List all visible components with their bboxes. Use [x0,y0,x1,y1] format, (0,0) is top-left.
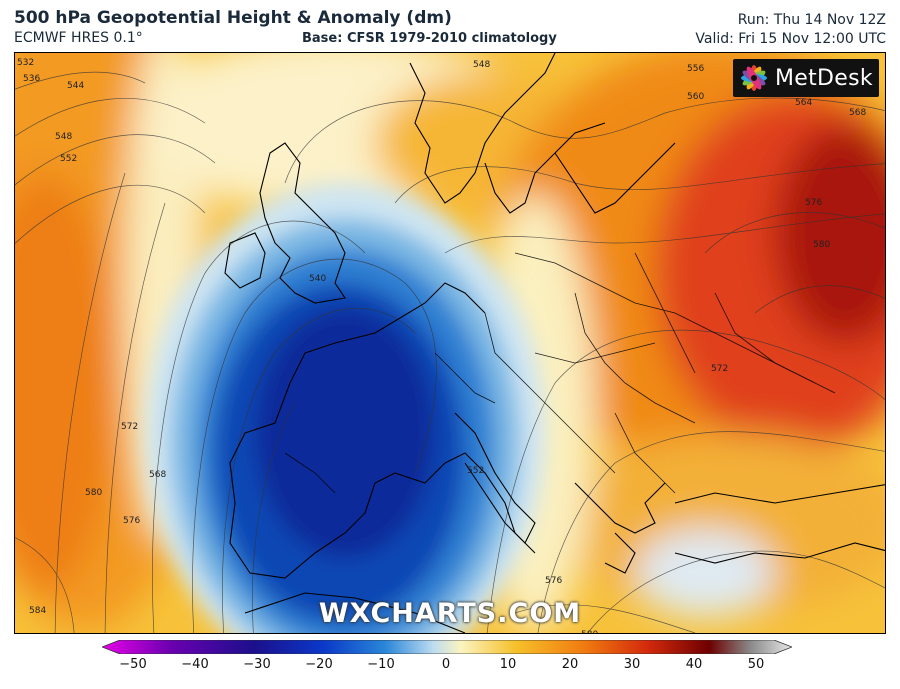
contour-label: 556 [687,64,704,74]
valid-time-label: Valid: Fri 15 Nov 12:00 UTC [695,31,886,47]
contour-label: 548 [55,132,72,142]
contour-label: 584 [29,606,46,616]
colorbar-tick: −30 [243,657,271,672]
colorbar-tick: −50 [119,657,147,672]
contour-label: 568 [149,470,166,480]
contour-label: 576 [545,576,562,586]
metdesk-brand-text: MetDesk [775,65,873,91]
contour-label: 576 [123,516,140,526]
chart-title: 500 hPa Geopotential Height & Anomaly (d… [14,8,452,28]
contour-label: 576 [805,198,822,208]
contour-label: 564 [795,98,812,108]
colorbar-tick: 20 [561,657,579,672]
contour-label: 552 [60,154,77,164]
wxcharts-watermark: WXCHARTS.COM [318,598,582,629]
contour-label: 560 [687,92,704,102]
anomaly-trough-core [255,308,435,558]
country-borders [284,252,836,494]
contour-labels: 532 536 544 548 552 540 548 556 560 564 … [17,58,866,633]
contour-label: 536 [23,74,40,84]
contour-label: 568 [849,108,866,118]
contour-label: 580 [85,488,102,498]
contour-label: 548 [473,60,490,70]
anomaly-map: 532 536 544 548 552 540 548 556 560 564 … [15,53,885,633]
colorbar-tick: −10 [367,657,395,672]
height-contours [15,71,885,633]
colorbar-tick: 50 [747,657,765,672]
model-label: ECMWF HRES 0.1° [14,30,143,46]
colorbar-gradient [102,640,792,654]
base-climatology-label: Base: CFSR 1979-2010 climatology [302,31,557,46]
colorbar-tick: 0 [441,657,451,672]
contour-label: 580 [581,630,598,633]
colorbar-tick: −20 [305,657,333,672]
contour-label: 572 [121,422,138,432]
contour-label: 544 [67,81,84,91]
contour-label: 540 [309,274,326,284]
colorbar [102,640,792,654]
coastlines [224,53,885,633]
metdesk-logo-icon [741,65,767,91]
colorbar-ticks: −50 −40 −30 −20 −10 0 10 20 30 40 50 [0,657,900,677]
contour-label: 532 [17,58,34,68]
colorbar-tick: 30 [623,657,641,672]
map-panel: 532 536 544 548 552 540 548 556 560 564 … [14,52,886,634]
run-time-label: Run: Thu 14 Nov 12Z [737,12,886,28]
colorbar-tick: −40 [181,657,209,672]
contour-label: 580 [813,240,830,250]
colorbar-tick: 10 [499,657,517,672]
colorbar-tick: 40 [685,657,703,672]
metdesk-brand: MetDesk [733,59,879,97]
contour-label: 552 [467,466,484,476]
contour-label: 572 [711,364,728,374]
